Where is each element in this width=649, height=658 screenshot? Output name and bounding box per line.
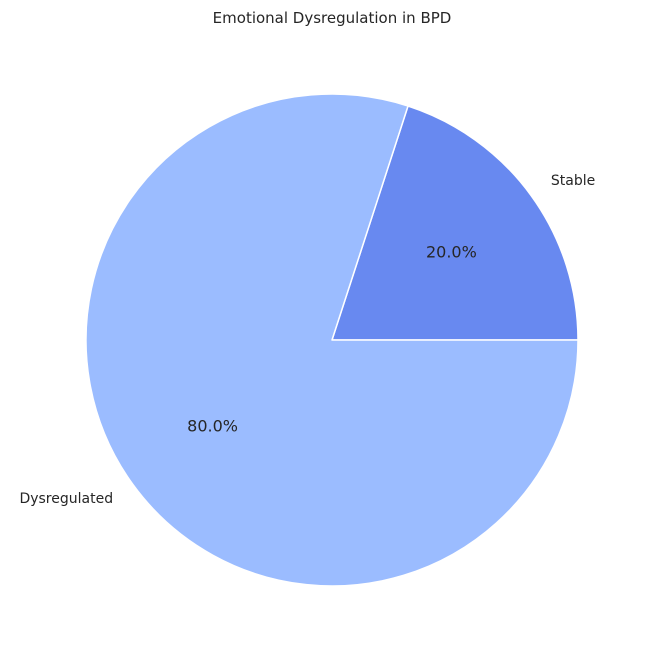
pie-labels: Stable 20.0% Dysregulated 80.0% [19,173,595,507]
slice-label-dysregulated: Dysregulated [19,491,113,507]
chart-title: Emotional Dysregulation in BPD [213,9,452,27]
pie-slice-stable [331,105,579,341]
slice-pct-label-stable: 20.0% [426,243,477,262]
slice-label-stable: Stable [551,173,595,189]
pie-slices [85,93,579,587]
pie-slice-dysregulated [85,93,579,587]
slice-pct-label-dysregulated: 80.0% [187,416,238,435]
